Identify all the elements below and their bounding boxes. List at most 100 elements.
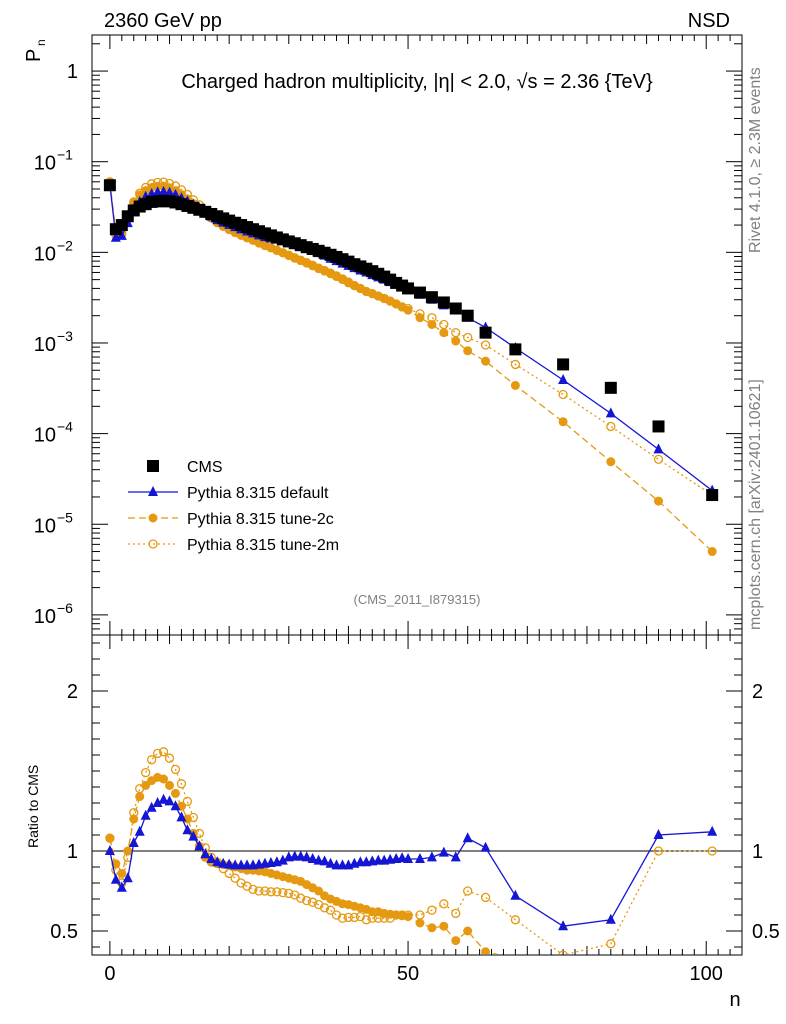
ratio-data-point	[152, 748, 163, 759]
main-data-point	[706, 489, 719, 502]
mcplots-label: mcplots.cern.ch [arXiv:2401.10621]	[747, 379, 764, 630]
ratio-data-point	[146, 755, 157, 765]
main-data-point	[558, 417, 568, 427]
ratio-data-point	[451, 908, 461, 919]
ratio-series-group	[104, 747, 718, 968]
main-data-point	[510, 359, 521, 370]
ratio-data-point	[513, 953, 518, 954]
main-data-point	[415, 313, 425, 323]
ratio-data-point	[165, 780, 175, 790]
main-y-tick-exponent: −1	[57, 147, 73, 163]
legend-marker	[148, 513, 158, 523]
ratio-data-point	[343, 912, 354, 923]
ratio-data-point	[325, 905, 336, 915]
ratio-data-point	[558, 920, 569, 931]
ratio-data-point	[254, 886, 264, 896]
legend-marker	[148, 486, 158, 496]
ratio-data-point	[182, 824, 193, 835]
ratio-plot-frame	[91, 634, 743, 956]
x-tick-label: 100	[690, 963, 723, 985]
main-data-point	[605, 407, 616, 418]
ratio-series-clipped	[104, 747, 718, 968]
ratio-data-point	[158, 793, 169, 804]
energy-label: 2360 GeV pp	[104, 10, 222, 32]
ratio-data-point	[104, 845, 115, 855]
ratio-data-point	[462, 832, 473, 843]
x-tick-label: 50	[397, 963, 419, 985]
main-data-point	[158, 185, 169, 196]
ratio-data-point	[182, 796, 193, 807]
ratio-data-point	[302, 895, 312, 906]
legend-marker	[148, 539, 158, 549]
ratio-data-point	[164, 795, 175, 806]
ratio-data-point	[141, 767, 151, 778]
legend-marker	[147, 460, 159, 472]
ratio-data-point	[325, 857, 336, 868]
main-data-point	[652, 420, 665, 433]
main-y-tick-label: 10	[34, 334, 56, 356]
main-panel: 110−110−210−310−410−510−6 Charged hadron…	[23, 34, 743, 636]
ratio-data-point	[170, 764, 181, 775]
ratio-data-point	[158, 747, 169, 757]
ratio-data-point	[260, 886, 270, 896]
ratio-data-point	[653, 846, 664, 856]
ratio-data-point	[152, 797, 163, 807]
x-axis-label: n	[729, 989, 740, 1011]
ratio-data-point	[134, 825, 145, 836]
ratio-data-point	[427, 905, 437, 915]
ratio-data-point	[313, 854, 324, 865]
ratio-data-point	[141, 780, 151, 790]
ratio-data-point	[307, 853, 318, 863]
ratio-data-point	[212, 856, 223, 867]
ratio-data-point	[319, 903, 330, 913]
ratio-data-point	[170, 800, 181, 811]
ratio-data-point	[481, 947, 491, 954]
ratio-data-point	[284, 888, 294, 899]
main-data-point	[558, 374, 569, 385]
main-data-point	[402, 282, 415, 295]
ratio-data-point	[307, 897, 318, 907]
main-data-point	[413, 286, 426, 299]
main-y-tick-exponent: −2	[57, 237, 73, 253]
ratio-data-point	[110, 873, 121, 884]
ratio-y-tick-label: 1	[67, 841, 78, 863]
legend-label: Pythia 8.315 tune-2m	[187, 537, 339, 554]
ratio-data-point	[653, 829, 664, 839]
main-data-point	[427, 319, 437, 329]
ratio-data-point	[605, 913, 616, 924]
ratio-data-point	[170, 788, 180, 798]
rivet-label: Rivet 4.1.0, ≥ 2.3M events	[747, 67, 764, 253]
ratio-data-point	[606, 959, 615, 968]
legend: CMS Pythia 8.315 default Pythia 8.315 tune…	[128, 459, 339, 554]
ratio-data-point	[438, 846, 449, 857]
main-series-line	[109, 181, 713, 496]
ratio-y-axis-label: Ratio to CMS	[25, 765, 41, 848]
main-data-point	[510, 380, 520, 390]
main-data-point	[463, 346, 473, 356]
y-axis-label-subscript: n	[34, 39, 48, 46]
main-data-point	[439, 319, 449, 330]
main-axis-ticks: 110−110−210−310−410−510−6	[34, 35, 742, 636]
ratio-data-point	[105, 833, 115, 843]
ratio-data-point	[146, 801, 157, 812]
main-data-point	[557, 358, 570, 371]
ratio-data-point	[295, 850, 306, 861]
ratio-data-point	[218, 857, 229, 868]
ratio-data-point	[463, 926, 473, 936]
main-data-point	[463, 332, 473, 343]
main-y-tick-label: 10	[34, 606, 56, 628]
ratio-data-point	[140, 809, 151, 820]
ratio-y-tick-label: 0.5	[50, 921, 78, 943]
ratio-data-point	[266, 887, 276, 897]
ratio-data-point	[230, 873, 240, 883]
ratio-data-point	[301, 851, 312, 862]
legend-label: Pythia 8.315 tune-2c	[187, 511, 334, 528]
ratio-data-point	[559, 957, 568, 966]
main-y-tick-label: 10	[34, 243, 56, 265]
ratio-data-point	[510, 915, 521, 925]
legend-label: Pythia 8.315 default	[187, 485, 329, 502]
ratio-data-point	[159, 774, 169, 784]
main-y-tick-exponent: −5	[57, 509, 73, 525]
ratio-data-point	[116, 881, 127, 892]
main-data-point	[480, 340, 491, 350]
